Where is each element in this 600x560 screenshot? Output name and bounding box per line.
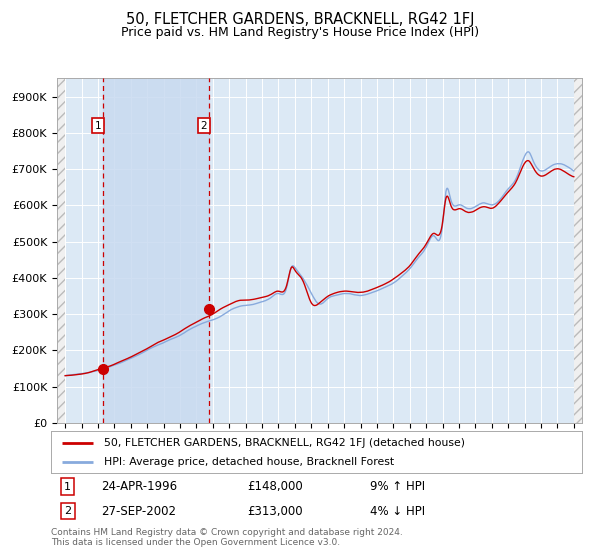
Text: HPI: Average price, detached house, Bracknell Forest: HPI: Average price, detached house, Brac…	[104, 457, 394, 467]
Text: 4% ↓ HPI: 4% ↓ HPI	[370, 505, 425, 518]
Text: 50, FLETCHER GARDENS, BRACKNELL, RG42 1FJ (detached house): 50, FLETCHER GARDENS, BRACKNELL, RG42 1F…	[104, 437, 465, 447]
Text: Contains HM Land Registry data © Crown copyright and database right 2024.
This d: Contains HM Land Registry data © Crown c…	[51, 528, 403, 547]
Text: 50, FLETCHER GARDENS, BRACKNELL, RG42 1FJ: 50, FLETCHER GARDENS, BRACKNELL, RG42 1F…	[126, 12, 474, 27]
Text: 9% ↑ HPI: 9% ↑ HPI	[370, 480, 425, 493]
Text: 1: 1	[95, 120, 101, 130]
Text: Price paid vs. HM Land Registry's House Price Index (HPI): Price paid vs. HM Land Registry's House …	[121, 26, 479, 39]
Text: £148,000: £148,000	[247, 480, 303, 493]
Bar	[103, 78, 209, 423]
Bar	[574, 78, 582, 423]
Text: 2: 2	[200, 120, 207, 130]
Text: £313,000: £313,000	[247, 505, 303, 518]
Text: 24-APR-1996: 24-APR-1996	[101, 480, 178, 493]
Text: 27-SEP-2002: 27-SEP-2002	[101, 505, 176, 518]
Bar	[57, 78, 65, 423]
Text: 1: 1	[64, 482, 71, 492]
Text: 2: 2	[64, 506, 71, 516]
